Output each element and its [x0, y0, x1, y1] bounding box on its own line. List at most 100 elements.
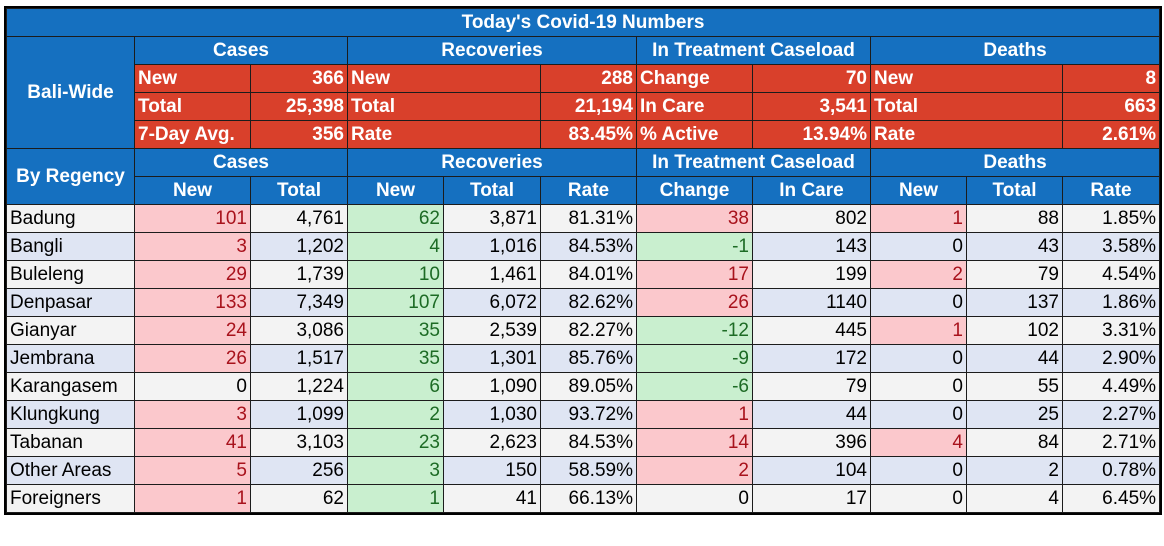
bali-group-deaths: Deaths	[869, 36, 1161, 65]
table-cell: 0	[134, 372, 251, 401]
table-cell: 2	[966, 456, 1063, 485]
table-cell: 5	[134, 456, 251, 485]
column-header: Rate	[540, 176, 637, 205]
bali-cell-label: Change	[636, 64, 753, 93]
table-cell: 44	[966, 344, 1063, 373]
table-cell: 1	[134, 484, 251, 513]
regency-group-recoveries: Recoveries	[347, 148, 637, 177]
table-cell: 89.05%	[540, 372, 637, 401]
covid-table: Today's Covid-19 Numbers Bali-Wide Cases…	[3, 6, 1163, 515]
by-regency-label: By Regency	[6, 148, 135, 205]
table-cell: 3.31%	[1061, 316, 1161, 345]
table-cell: -1	[636, 232, 753, 261]
bali-cell-value: 70	[752, 64, 871, 93]
table-row: Foreigners 1 62 1 41 66.13% 0 17 0 4 6.45%	[6, 484, 1161, 513]
table-cell: 172	[752, 344, 871, 373]
table-cell: 1,517	[250, 344, 348, 373]
table-cell: 1,099	[250, 400, 348, 429]
bali-cell-label: New	[870, 64, 1063, 93]
bali-cell-value: 3,541	[752, 92, 871, 121]
table-cell: 3	[134, 400, 251, 429]
regency-name: Foreigners	[6, 484, 135, 513]
bali-cell-value: 356	[250, 120, 348, 149]
bali-group-treatment: In Treatment Caseload	[636, 36, 871, 65]
table-cell: 25	[966, 400, 1063, 429]
table-cell: 2	[870, 260, 967, 289]
table-cell: 1,461	[443, 260, 541, 289]
table-cell: 1,016	[443, 232, 541, 261]
table-cell: -6	[636, 372, 753, 401]
regency-name: Klungkung	[6, 400, 135, 429]
table-cell: 82.27%	[540, 316, 637, 345]
table-cell: 2,623	[443, 428, 541, 457]
bali-cell-value: 83.45%	[540, 120, 637, 149]
table-row: Tabanan 41 3,103 23 2,623 84.53% 14 396 4 84 2.71%	[6, 428, 1161, 457]
bali-cell-label: New	[347, 64, 541, 93]
regency-group-deaths: Deaths	[869, 148, 1161, 177]
bali-row-1: New 366 New 288 Change 70 New 8	[7, 64, 1161, 93]
table-body: Today's Covid-19 Numbers Bali-Wide Cases…	[5, 8, 1161, 513]
table-cell: 1140	[752, 288, 871, 317]
table-cell: 4	[966, 484, 1063, 513]
table-cell: 107	[347, 288, 444, 317]
table-cell: 93.72%	[540, 400, 637, 429]
table-cell: 4.54%	[1061, 260, 1161, 289]
column-header: Change	[636, 176, 753, 205]
bali-cell-value: 21,194	[540, 92, 637, 121]
table-title: Today's Covid-19 Numbers	[5, 8, 1161, 37]
column-header: New	[870, 176, 967, 205]
table-cell: 62	[347, 204, 444, 233]
table-cell: 41	[134, 428, 251, 457]
table-cell: 1.86%	[1061, 288, 1161, 317]
bali-cell-label: 7-Day Avg.	[134, 120, 251, 149]
bali-cell-label: Rate	[870, 120, 1063, 149]
table-cell: 0	[870, 232, 967, 261]
column-header-row: New Total New Total Rate Change In Care …	[7, 176, 1161, 205]
table-cell: 84	[966, 428, 1063, 457]
table-cell: 143	[752, 232, 871, 261]
table-cell: 10	[347, 260, 444, 289]
column-header: New	[134, 176, 251, 205]
table-cell: 150	[443, 456, 541, 485]
bali-cell-value: 288	[540, 64, 637, 93]
regency-name: Gianyar	[6, 316, 135, 345]
bali-row-3: 7-Day Avg. 356 Rate 83.45% % Active 13.9…	[7, 120, 1161, 149]
table-cell: 0	[870, 456, 967, 485]
table-cell: 17	[752, 484, 871, 513]
table-cell: 62	[250, 484, 348, 513]
table-cell: 79	[752, 372, 871, 401]
regency-name: Karangasem	[6, 372, 135, 401]
bali-cell-value: 2.61%	[1061, 120, 1161, 149]
table-cell: 23	[347, 428, 444, 457]
column-header: Rate	[1061, 176, 1161, 205]
table-cell: -9	[636, 344, 753, 373]
table-cell: 0	[870, 372, 967, 401]
regency-group-treatment: In Treatment Caseload	[636, 148, 871, 177]
bali-cell-label: % Active	[636, 120, 753, 149]
table-cell: 4,761	[250, 204, 348, 233]
table-cell: 104	[752, 456, 871, 485]
bali-cell-value: 366	[250, 64, 348, 93]
table-cell: 1	[870, 316, 967, 345]
table-cell: 137	[966, 288, 1063, 317]
table-cell: 396	[752, 428, 871, 457]
table-cell: 43	[966, 232, 1063, 261]
table-cell: 802	[752, 204, 871, 233]
table-cell: 1.85%	[1061, 204, 1161, 233]
table-cell: 102	[966, 316, 1063, 345]
table-cell: 17	[636, 260, 753, 289]
table-cell: 2	[636, 456, 753, 485]
table-cell: 58.59%	[540, 456, 637, 485]
table-row: Jembrana 26 1,517 35 1,301 85.76% -9 172 0 44 2.90…	[6, 344, 1161, 373]
table-cell: 66.13%	[540, 484, 637, 513]
table-cell: 79	[966, 260, 1063, 289]
regency-name: Tabanan	[6, 428, 135, 457]
table-cell: 0	[870, 288, 967, 317]
table-cell: 3,871	[443, 204, 541, 233]
table-cell: 81.31%	[540, 204, 637, 233]
table-cell: 1,030	[443, 400, 541, 429]
table-cell: 35	[347, 316, 444, 345]
table-cell: 55	[966, 372, 1063, 401]
column-header: New	[347, 176, 444, 205]
table-cell: 2.27%	[1061, 400, 1161, 429]
